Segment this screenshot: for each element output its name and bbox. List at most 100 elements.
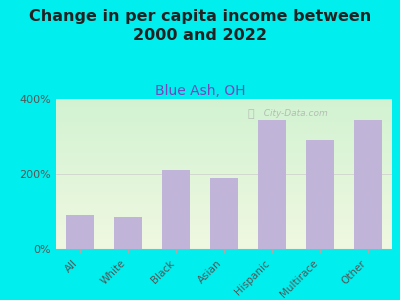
Bar [56, 176, 392, 177]
Bar [258, 120, 286, 249]
Bar [56, 135, 392, 136]
Bar [56, 243, 392, 244]
Bar [56, 146, 392, 147]
Bar [56, 236, 392, 237]
Bar [56, 204, 392, 206]
Bar [56, 220, 392, 222]
Bar [56, 208, 392, 210]
Bar [56, 225, 392, 226]
Bar [56, 159, 392, 160]
Text: Blue Ash, OH: Blue Ash, OH [155, 84, 245, 98]
Bar [56, 244, 392, 246]
Bar [56, 230, 392, 231]
Bar [114, 217, 142, 249]
Bar [56, 120, 392, 122]
Bar [56, 105, 392, 106]
Bar [56, 200, 392, 201]
Bar [210, 178, 238, 249]
Bar [56, 148, 392, 150]
Bar [56, 222, 392, 224]
Bar [56, 141, 392, 142]
Bar [56, 128, 392, 129]
Bar [56, 136, 392, 138]
Bar [56, 123, 392, 124]
Bar [56, 144, 392, 146]
Bar [56, 195, 392, 196]
Bar [56, 224, 392, 225]
Bar [56, 169, 392, 171]
Bar [56, 183, 392, 184]
Bar [56, 100, 392, 102]
Bar [56, 172, 392, 174]
Bar [56, 138, 392, 140]
Bar [56, 242, 392, 243]
Bar [56, 188, 392, 189]
Bar [56, 168, 392, 170]
Bar [56, 194, 392, 195]
Bar [354, 120, 382, 249]
Bar [56, 126, 392, 128]
Bar [56, 174, 392, 176]
Bar [56, 248, 392, 249]
Bar [56, 160, 392, 162]
Bar [56, 246, 392, 247]
Bar [56, 103, 392, 105]
Bar [56, 196, 392, 198]
Bar [56, 177, 392, 178]
Bar [56, 118, 392, 120]
Bar [56, 226, 392, 228]
Bar [56, 99, 392, 100]
Bar [56, 240, 392, 242]
Bar [56, 152, 392, 153]
Bar [56, 171, 392, 172]
Bar [56, 142, 392, 144]
Bar [56, 232, 392, 234]
Bar [56, 198, 392, 200]
Bar [56, 111, 392, 112]
Bar [56, 102, 392, 104]
Bar [56, 231, 392, 232]
Bar [56, 154, 392, 156]
Bar [56, 167, 392, 168]
Bar [56, 114, 392, 116]
Bar [56, 228, 392, 230]
Bar [56, 165, 392, 166]
Bar [56, 237, 392, 238]
Bar [56, 192, 392, 194]
Bar [162, 170, 190, 249]
Bar [56, 216, 392, 218]
Bar [56, 150, 392, 152]
Bar [56, 210, 392, 212]
Bar [56, 190, 392, 192]
Bar [56, 108, 392, 110]
Bar [56, 184, 392, 186]
Bar [56, 112, 392, 114]
Bar [56, 182, 392, 183]
Bar [56, 234, 392, 236]
Bar [56, 129, 392, 130]
Bar [56, 189, 392, 190]
Bar [306, 140, 334, 249]
Bar [56, 180, 392, 182]
Bar [56, 238, 392, 240]
Text: ⦿: ⦿ [248, 110, 254, 119]
Bar [56, 218, 392, 219]
Bar [56, 132, 392, 134]
Bar [56, 116, 392, 117]
Bar [56, 130, 392, 132]
Bar [56, 158, 392, 159]
Text: City-Data.com: City-Data.com [258, 110, 327, 118]
Bar [56, 214, 392, 216]
Bar [56, 213, 392, 214]
Bar [56, 124, 392, 126]
Bar [56, 106, 392, 108]
Bar [56, 164, 392, 165]
Bar [66, 215, 94, 249]
Bar [56, 134, 392, 135]
Bar [56, 202, 392, 204]
Bar [56, 212, 392, 213]
Bar [56, 206, 392, 207]
Bar [56, 162, 392, 164]
Bar [56, 186, 392, 188]
Bar [56, 201, 392, 202]
